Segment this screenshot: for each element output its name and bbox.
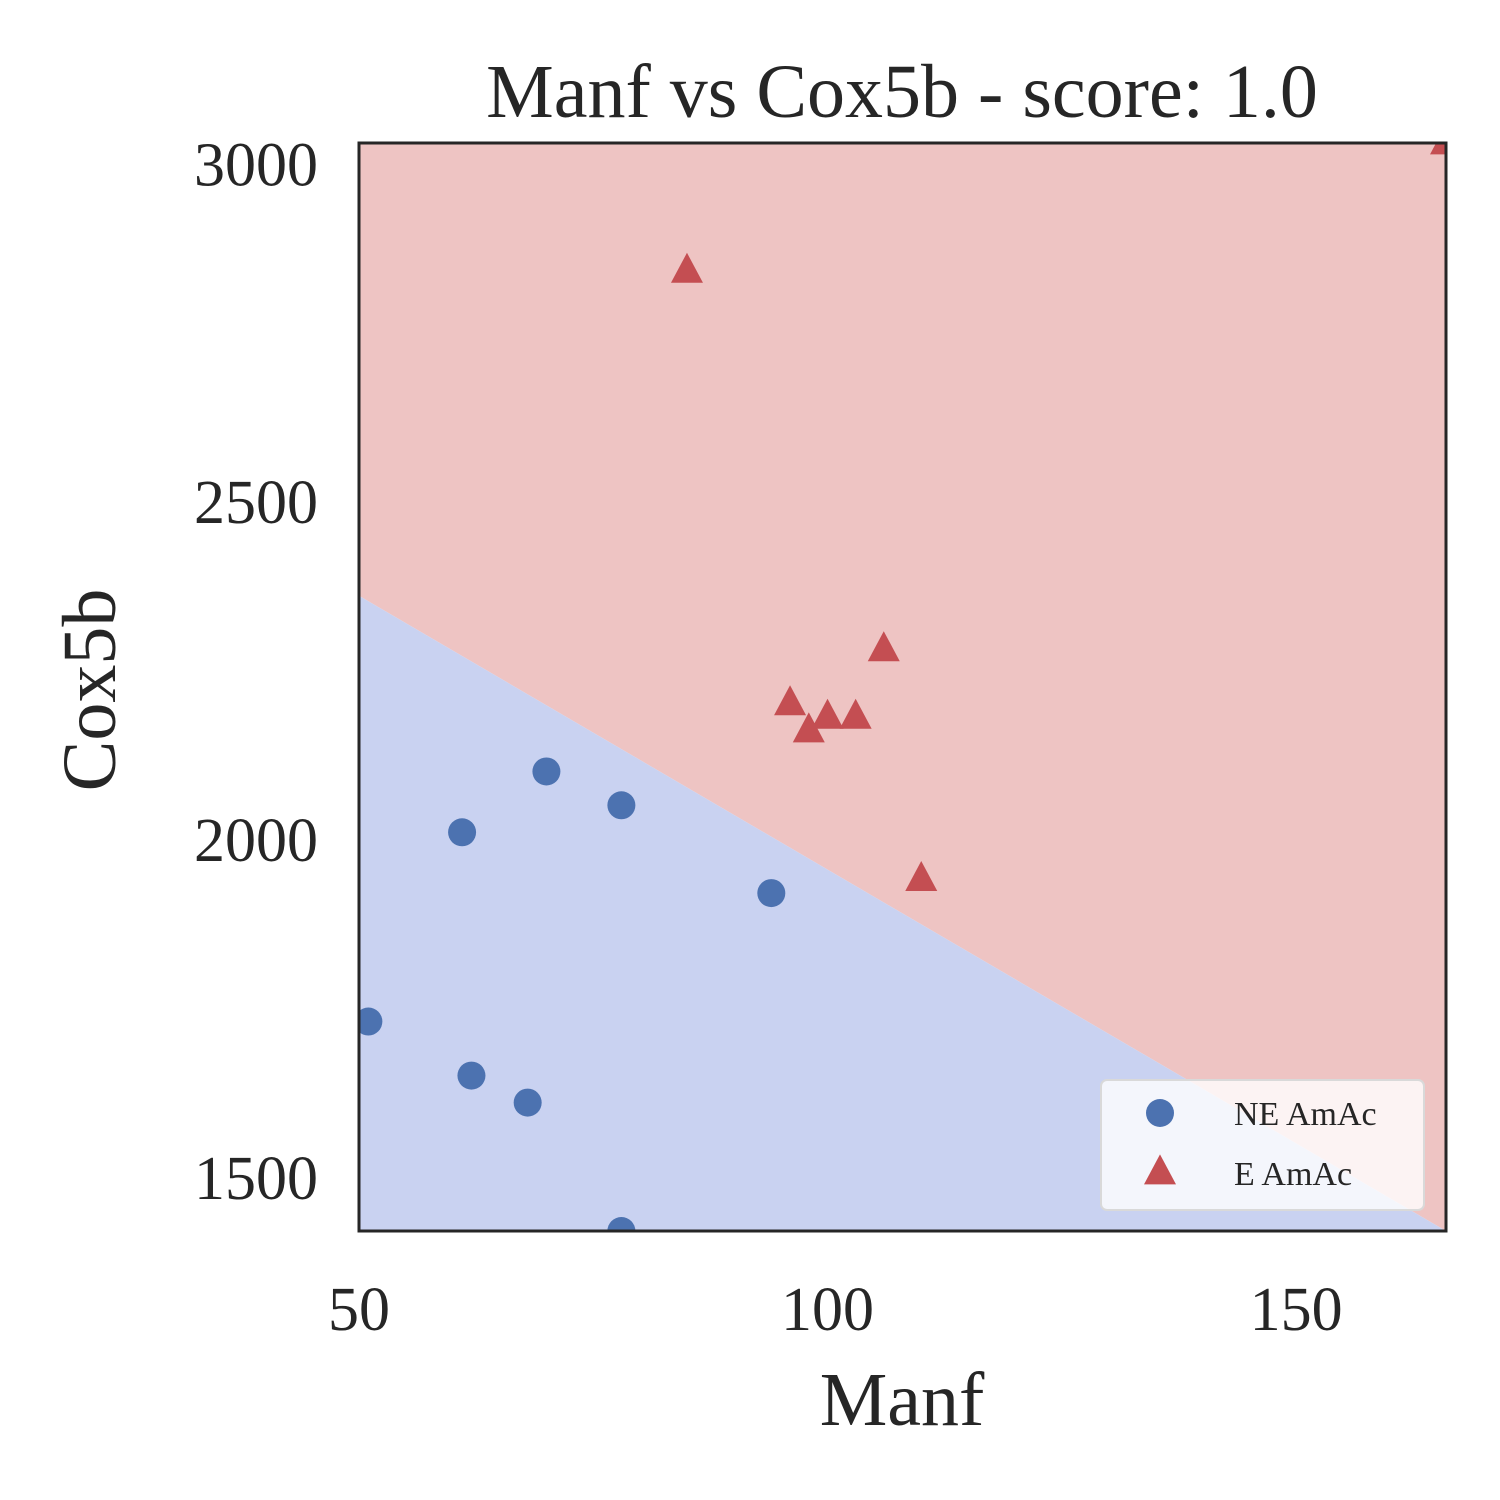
data-points <box>359 143 1446 1231</box>
point-ne-amac <box>532 757 561 786</box>
legend-marker <box>1146 1099 1174 1127</box>
chart-title: Manf vs Cox5b - score: 1.0 <box>486 50 1318 134</box>
y-tick-label: 2000 <box>194 807 318 875</box>
point-e-amac <box>811 698 844 729</box>
x-tick-label: 100 <box>781 1276 874 1344</box>
y-tick-label: 1500 <box>194 1145 318 1213</box>
point-ne-amac <box>448 818 477 847</box>
point-e-amac <box>1430 143 1446 155</box>
plot-frame <box>357 141 1448 1233</box>
region-e-amac <box>359 143 1446 1231</box>
decision-regions <box>359 143 1446 1231</box>
x-axis-label: Manf <box>820 1358 985 1442</box>
point-ne-amac <box>607 1217 636 1231</box>
x-axis-ticks: 50 100 150 <box>328 1276 1343 1344</box>
y-tick-label: 3000 <box>194 131 318 199</box>
x-tick-label: 50 <box>328 1276 390 1344</box>
point-ne-amac <box>513 1088 542 1117</box>
point-e-amac <box>839 698 872 729</box>
legend-box <box>1100 1079 1425 1211</box>
legend-label: NE AmAc <box>1234 1096 1377 1133</box>
point-e-amac <box>867 631 900 662</box>
legend: NE AmAc E AmAc <box>1100 1079 1425 1211</box>
point-e-amac <box>670 252 703 283</box>
point-ne-amac <box>607 791 636 820</box>
legend-label: E AmAc <box>1234 1156 1352 1193</box>
x-tick-label: 150 <box>1250 1276 1343 1344</box>
point-e-amac <box>774 685 807 716</box>
point-ne-amac <box>757 879 786 908</box>
point-e-amac <box>792 712 825 743</box>
y-axis-label: Cox5b <box>48 589 132 792</box>
point-ne-amac <box>457 1061 486 1090</box>
y-tick-label: 2500 <box>194 469 318 537</box>
region-ne-amac <box>359 595 1446 1231</box>
point-ne-amac <box>359 1007 383 1036</box>
point-e-amac <box>905 860 938 891</box>
y-axis-ticks: 1500 2000 2500 3000 <box>194 131 318 1213</box>
legend-marker <box>1144 1154 1176 1185</box>
